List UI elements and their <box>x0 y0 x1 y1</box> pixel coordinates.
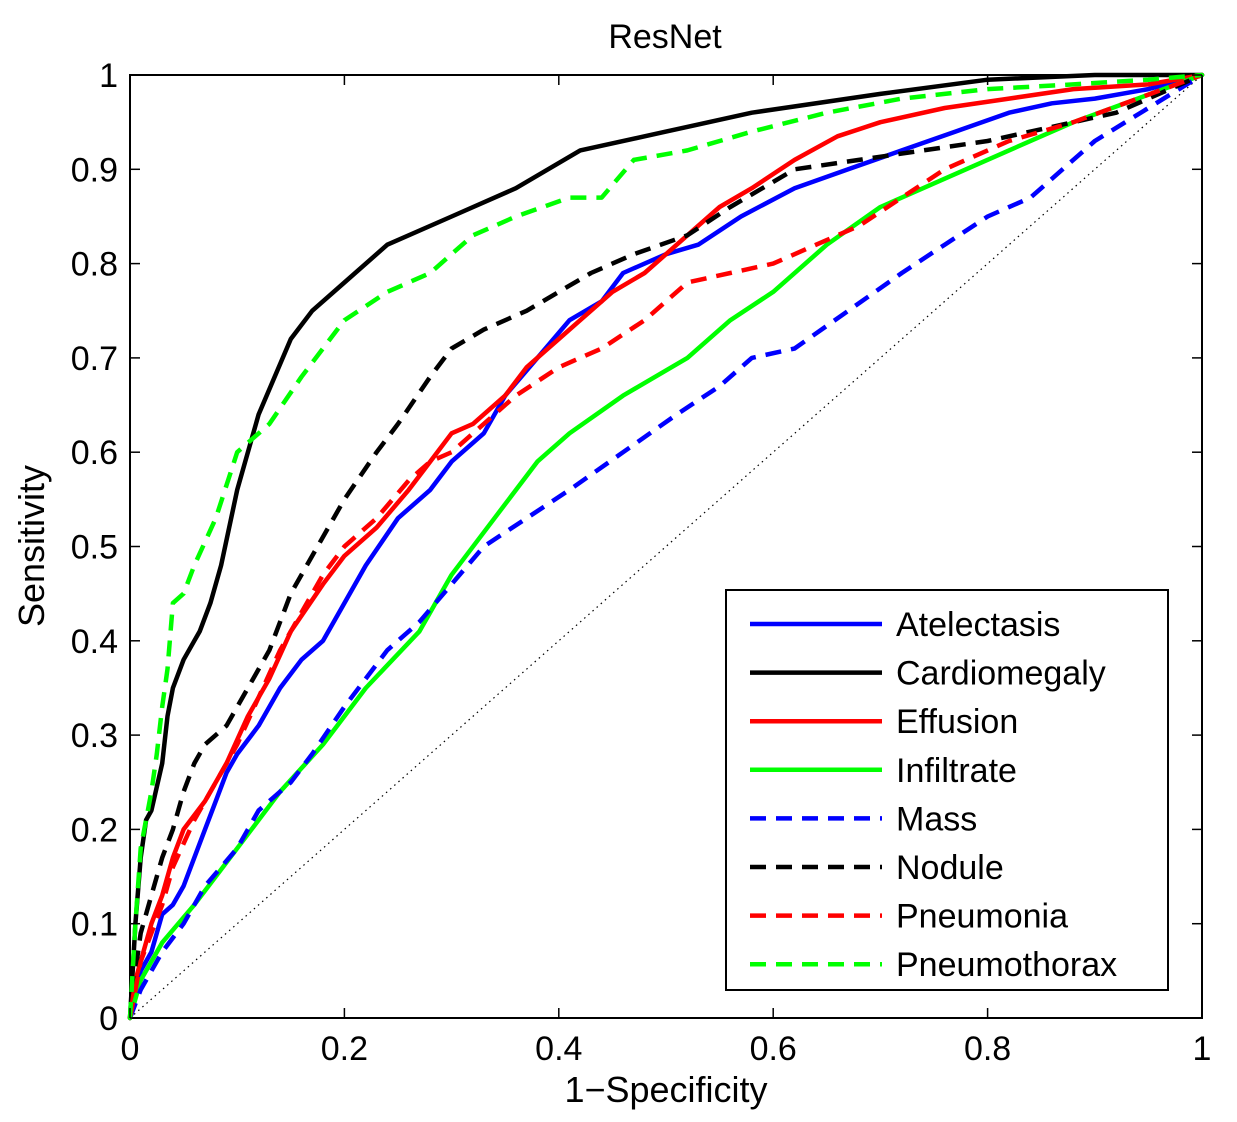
x-tick-label: 0.8 <box>964 1030 1011 1068</box>
y-tick-label: 0.2 <box>71 811 118 849</box>
y-tick-label: 0.4 <box>71 623 118 661</box>
legend-label-effusion: Effusion <box>896 703 1018 741</box>
ticks-layer: 0 0.2 0.4 0.6 0.8 1 0 0.1 0.2 0.3 0.4 0.5 0.6 0.7 0.8 0… <box>71 57 1212 1068</box>
series-line-atelectasis <box>127 72 1205 1021</box>
y-tick-label: 0.7 <box>71 340 118 378</box>
y-tick-label: 0.6 <box>71 434 118 472</box>
legend-label-cardiomegaly: Cardiomegaly <box>896 655 1106 693</box>
chart-title: ResNet <box>608 18 722 56</box>
y-tick-label: 0.5 <box>71 529 118 567</box>
x-tick-label: 0.4 <box>535 1030 582 1068</box>
x-axis-label: 1−Specificity <box>564 1069 767 1110</box>
x-tick-label: 1 <box>1193 1030 1212 1068</box>
legend-label-pneumonia: Pneumonia <box>896 898 1068 936</box>
y-tick-label: 0 <box>99 1000 118 1038</box>
legend-box <box>725 589 1169 991</box>
y-tick-label: 0.9 <box>71 151 118 189</box>
y-tick-label: 0.1 <box>71 906 118 944</box>
series-line-effusion <box>127 72 1205 1021</box>
y-tick-label: 0.8 <box>71 246 118 284</box>
series-line-pneumothorax <box>127 72 1203 1019</box>
series-line-pneumonia <box>127 72 1203 1019</box>
y-tick-label: 0.3 <box>71 717 118 755</box>
series-line-nodule <box>127 72 1203 1019</box>
x-tick-label: 0.6 <box>750 1030 797 1068</box>
series-line-cardiomegaly <box>127 72 1205 1021</box>
y-tick-label: 1 <box>99 57 118 95</box>
x-tick-label: 0 <box>121 1030 140 1068</box>
legend-label-pneumothorax: Pneumothorax <box>896 946 1117 984</box>
legend: Atelectasis Cardiomegaly Effusion Infiltrat… <box>725 589 1169 991</box>
chance-reference-line <box>129 74 1203 1019</box>
legend-label-nodule: Nodule <box>896 849 1004 887</box>
plot-area: 0 0.2 0.4 0.6 0.8 1 0 0.1 0.2 0.3 0.4 0.5 0.6 0.7 0.8 0… <box>71 57 1212 1068</box>
legend-label-mass: Mass <box>896 800 977 838</box>
y-axis-label: Sensitivity <box>11 465 52 627</box>
legend-items: Atelectasis Cardiomegaly Effusion Infiltrat… <box>750 606 1117 984</box>
x-tick-label: 0.2 <box>321 1030 368 1068</box>
legend-label-atelectasis: Atelectasis <box>896 606 1060 644</box>
legend-label-infiltrate: Infiltrate <box>896 752 1017 790</box>
series-line-mass <box>127 73 1204 1019</box>
series-layer <box>127 72 1205 1021</box>
